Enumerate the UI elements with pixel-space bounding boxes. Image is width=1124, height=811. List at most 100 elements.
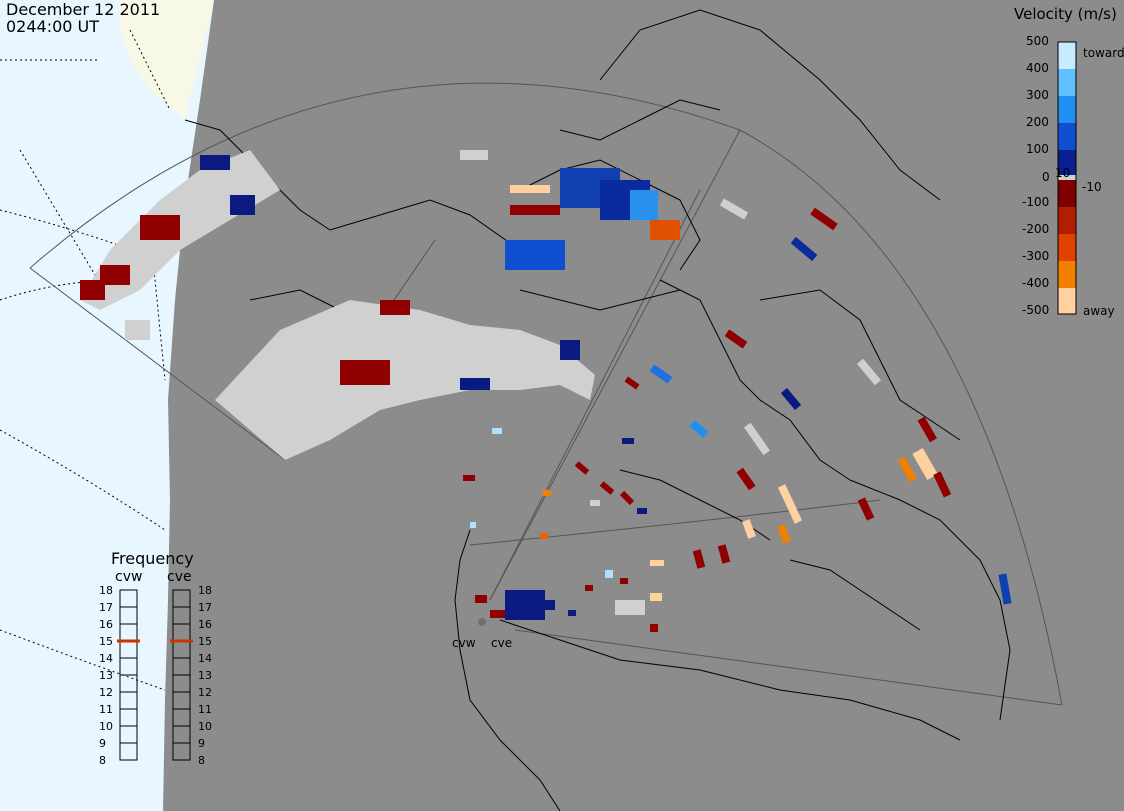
- cvw-frequency-tick: 15: [99, 635, 113, 648]
- cve-frequency-tick: 11: [198, 703, 212, 716]
- alaska-land: [120, 0, 214, 120]
- patch: [912, 448, 938, 480]
- patch: [650, 624, 658, 632]
- patch: [933, 471, 952, 498]
- patch: [475, 595, 487, 603]
- cvw-column-label: cvw: [115, 569, 143, 585]
- cve-frequency-tick: 17: [198, 601, 212, 614]
- frequency-title: Frequency: [111, 549, 194, 568]
- velocity-colorbar: [1057, 41, 1077, 315]
- patch: [650, 220, 680, 240]
- cvw-frequency-tick: 17: [99, 601, 113, 614]
- patch: [620, 578, 628, 584]
- toward-label: toward: [1083, 46, 1124, 60]
- patch: [540, 600, 555, 610]
- patch: [460, 150, 488, 160]
- date-label: December 12 2011: [6, 0, 161, 19]
- patch: [810, 207, 838, 231]
- patch: [490, 610, 505, 618]
- time-label: 0244:00 UT: [6, 17, 100, 36]
- patch: [543, 490, 551, 496]
- patch: [505, 240, 565, 270]
- cve-frequency-tick: 9: [198, 737, 205, 750]
- velocity-tick-label: -300: [1022, 249, 1050, 263]
- patch: [505, 590, 545, 620]
- patch: [780, 388, 802, 410]
- velocity-patches: [80, 150, 1012, 605]
- velocity-tick-label: -200: [1022, 222, 1050, 236]
- patch: [856, 358, 882, 386]
- patch: [619, 490, 635, 506]
- cvw-frequency-tick: 13: [99, 669, 113, 682]
- patch: [692, 549, 706, 569]
- patch: [717, 544, 731, 564]
- cve-frequency-tick: 13: [198, 669, 212, 682]
- patch: [380, 300, 410, 315]
- cvw-frequency-tick: 10: [99, 720, 113, 733]
- patch: [615, 600, 645, 615]
- gray-land-mask: [163, 0, 1124, 811]
- cvw-frequency-tick: 9: [99, 737, 106, 750]
- cvw-frequency-tick: 14: [99, 652, 113, 665]
- cve-frequency-tick: 18: [198, 584, 212, 597]
- patch: [777, 524, 791, 544]
- velocity-tick-label: -400: [1022, 276, 1050, 290]
- patch: [724, 329, 748, 349]
- cvw-frequency-tick: 11: [99, 703, 113, 716]
- cve-frequency-tick: 8: [198, 754, 205, 767]
- patch: [790, 236, 818, 262]
- patch: [917, 416, 937, 443]
- patch: [599, 481, 615, 495]
- patch: [590, 500, 600, 506]
- velocity-tick-label: 100: [1026, 142, 1049, 156]
- velocity-tick-label: 10: [1055, 166, 1071, 180]
- cve-frequency-tick: 12: [198, 686, 212, 699]
- patch: [742, 519, 756, 539]
- patch: [650, 560, 664, 566]
- velocity-tick-label: -10: [1082, 180, 1102, 194]
- patch: [560, 340, 580, 360]
- cve-column-label: cve: [167, 569, 192, 585]
- cve-frequency-tick: 14: [198, 652, 212, 665]
- near-radar-scatter: [475, 570, 662, 632]
- patch: [897, 456, 917, 483]
- patch: [719, 198, 749, 220]
- patch: [80, 280, 105, 300]
- cve-site-label: cve: [491, 636, 513, 650]
- patch: [777, 484, 803, 524]
- velocity-tick-label: 500: [1026, 34, 1049, 48]
- ionospheric-scatter-band: [215, 300, 595, 460]
- cvw-frequency-tick: 12: [99, 686, 113, 699]
- cvw-site-label: cvw: [452, 636, 476, 650]
- patch: [743, 422, 771, 456]
- cve-frequency-tick: 15: [198, 635, 212, 648]
- patch: [605, 570, 613, 578]
- patch: [736, 467, 756, 491]
- patch: [510, 205, 560, 215]
- patch: [470, 522, 476, 528]
- patch: [649, 364, 673, 384]
- cvw-frequency-tick: 18: [99, 584, 113, 597]
- patch: [630, 190, 658, 220]
- patch: [100, 265, 130, 285]
- patch: [510, 185, 550, 193]
- patch: [689, 420, 709, 438]
- velocity-tick-label: -100: [1022, 195, 1050, 209]
- velocity-tick-label: 300: [1026, 88, 1049, 102]
- patch: [125, 320, 150, 340]
- velocity-tick-label: 0: [1042, 170, 1050, 184]
- velocity-scale-title: Velocity (m/s): [1014, 5, 1117, 23]
- patch: [568, 610, 576, 616]
- patch: [200, 155, 230, 170]
- velocity-tick-label: 400: [1026, 61, 1049, 75]
- velocity-tick-label: -500: [1022, 303, 1050, 317]
- patch: [492, 428, 502, 434]
- patch: [585, 585, 593, 591]
- patch: [624, 376, 640, 390]
- patch: [998, 573, 1012, 605]
- patch: [140, 215, 180, 240]
- radar-site-marker: [478, 618, 486, 626]
- patch: [460, 378, 490, 390]
